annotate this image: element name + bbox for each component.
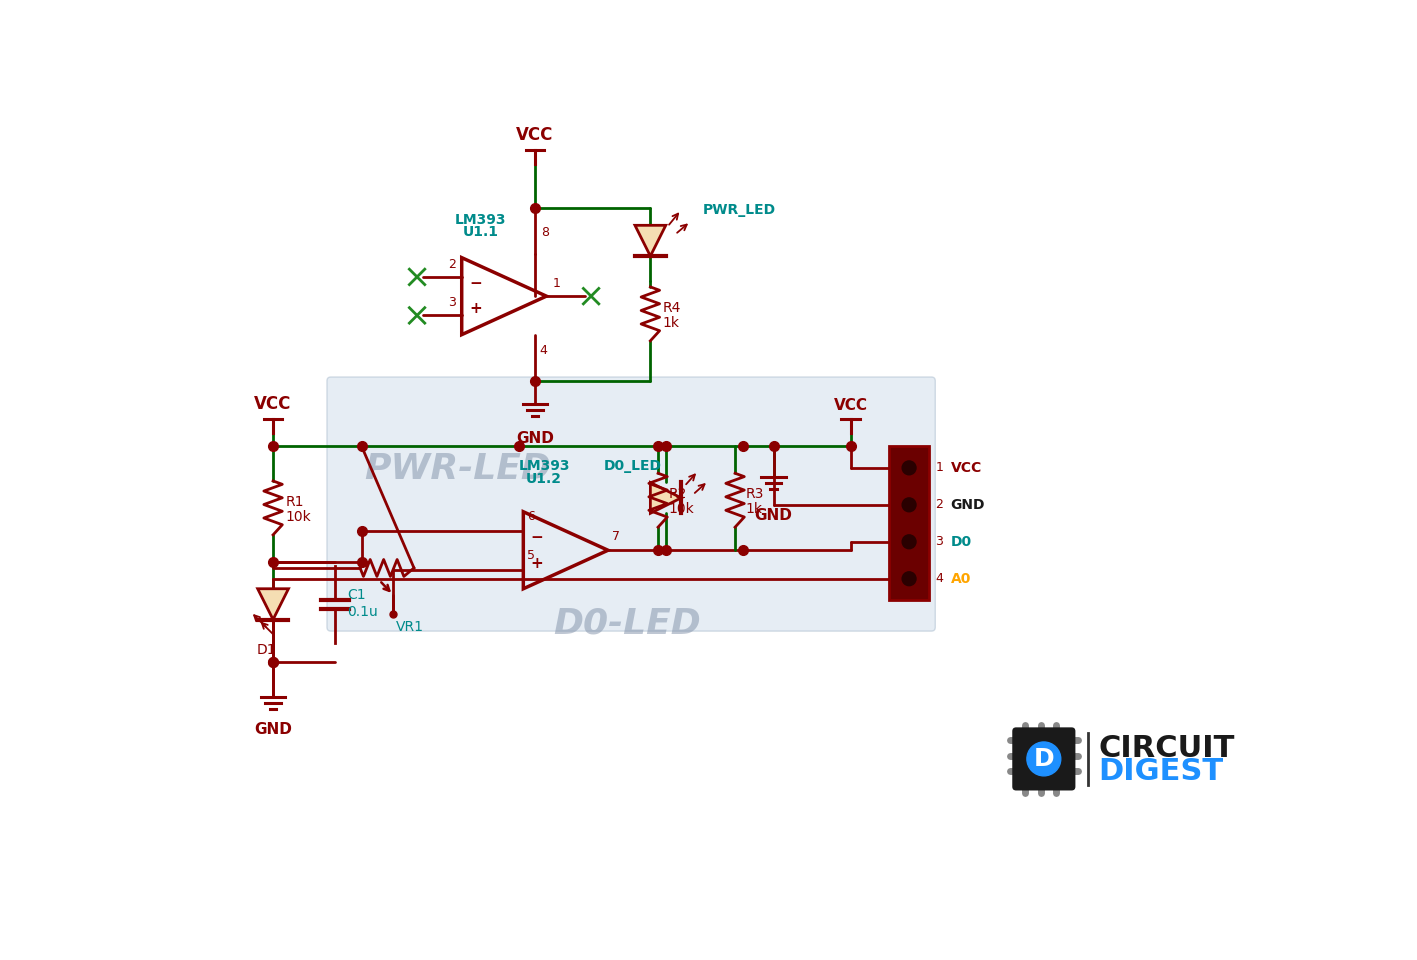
Text: 7: 7 [612, 530, 619, 542]
Text: DIGEST: DIGEST [1098, 756, 1224, 785]
Text: +: + [469, 301, 482, 317]
Circle shape [903, 572, 915, 586]
Text: 6: 6 [527, 511, 536, 523]
Text: VR1: VR1 [397, 620, 424, 635]
Text: LM393: LM393 [519, 459, 570, 473]
Text: PWR_LED: PWR_LED [703, 203, 777, 217]
Polygon shape [258, 588, 289, 619]
Text: VCC: VCC [951, 461, 982, 475]
Text: 4: 4 [540, 344, 547, 356]
Text: 10k: 10k [285, 510, 312, 524]
Polygon shape [635, 226, 666, 256]
Text: D: D [1033, 747, 1054, 771]
Text: R3: R3 [745, 487, 764, 501]
FancyBboxPatch shape [1012, 728, 1076, 790]
Text: 1k: 1k [745, 502, 762, 516]
Text: D0_LED: D0_LED [604, 459, 662, 472]
Text: R1: R1 [285, 494, 303, 509]
Text: 2: 2 [448, 257, 455, 271]
Text: −: − [531, 530, 544, 545]
Text: 8: 8 [541, 226, 548, 239]
Text: GND: GND [254, 722, 292, 737]
Text: D0: D0 [951, 535, 972, 549]
Text: GND: GND [951, 498, 985, 512]
Text: GND: GND [755, 508, 792, 523]
Text: 5: 5 [527, 549, 536, 562]
Text: 3: 3 [448, 297, 455, 309]
Circle shape [903, 498, 915, 512]
Text: 1: 1 [553, 277, 561, 290]
Text: LM393: LM393 [455, 213, 507, 227]
Text: +: + [531, 556, 544, 570]
Text: D0-LED: D0-LED [554, 607, 701, 640]
Text: U1.1: U1.1 [463, 226, 499, 239]
FancyBboxPatch shape [327, 377, 935, 631]
Text: VCC: VCC [516, 126, 554, 144]
Text: 10k: 10k [669, 502, 694, 516]
Text: 1: 1 [935, 462, 944, 474]
Text: VCC: VCC [833, 398, 867, 413]
Circle shape [903, 535, 915, 549]
Circle shape [903, 461, 915, 475]
Text: U1.2: U1.2 [526, 471, 563, 486]
Text: 4: 4 [935, 572, 944, 586]
Polygon shape [650, 483, 682, 514]
Text: D1: D1 [256, 642, 276, 657]
Text: C1: C1 [347, 588, 366, 602]
Text: PWR-LED: PWR-LED [364, 452, 551, 487]
Text: R4: R4 [663, 300, 682, 315]
Text: 3: 3 [935, 536, 944, 548]
Text: −: − [469, 276, 482, 291]
Text: A0: A0 [951, 572, 971, 586]
Text: GND: GND [516, 431, 554, 445]
Text: CIRCUIT: CIRCUIT [1098, 733, 1234, 762]
FancyBboxPatch shape [888, 446, 930, 600]
Text: VCC: VCC [255, 396, 292, 413]
Text: 0.1u: 0.1u [347, 605, 378, 619]
Text: R2: R2 [669, 487, 687, 501]
Text: 1k: 1k [663, 316, 680, 330]
Text: 2: 2 [935, 498, 944, 512]
Circle shape [1027, 742, 1061, 776]
